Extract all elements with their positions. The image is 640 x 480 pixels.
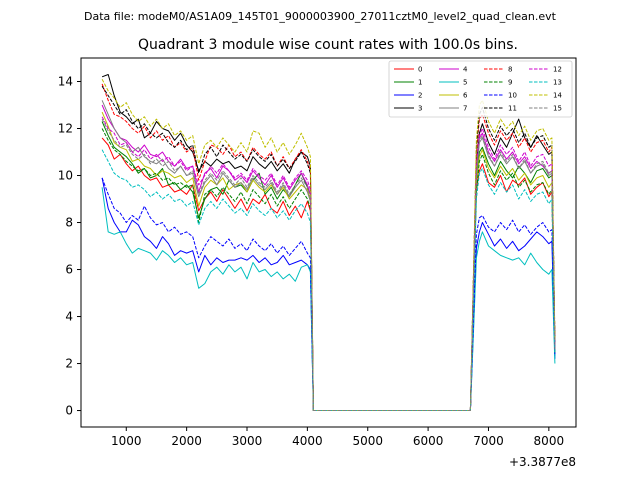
y-tick-label: 14 — [58, 75, 73, 89]
legend-label-9: 9 — [508, 79, 512, 87]
plot-frame — [80, 57, 577, 428]
legend-label-2: 2 — [418, 92, 422, 100]
x-tick-label: 8000 — [534, 434, 565, 448]
chart-title: Quadrant 3 module wise count rates with … — [138, 37, 518, 53]
series-line-0 — [101, 137, 556, 411]
legend-label-7: 7 — [463, 105, 467, 113]
legend-label-10: 10 — [508, 92, 517, 100]
legend-label-14: 14 — [553, 92, 562, 100]
y-tick-label: 10 — [58, 169, 73, 183]
x-tick-label: 3000 — [232, 434, 263, 448]
series-line-5 — [101, 187, 556, 411]
series-line-13 — [101, 149, 556, 411]
x-tick-label: 1000 — [111, 434, 142, 448]
series-line-10 — [101, 177, 556, 411]
x-offset-label: +3.3877e8 — [509, 455, 576, 469]
series-line-15 — [101, 118, 556, 411]
legend-label-15: 15 — [553, 105, 562, 113]
y-tick-label: 4 — [65, 310, 73, 324]
y-tick-label: 2 — [65, 357, 73, 371]
legend-box — [388, 60, 573, 118]
legend-label-6: 6 — [463, 92, 468, 100]
legend-label-11: 11 — [508, 105, 517, 113]
x-tick-label: 5000 — [352, 434, 383, 448]
y-tick-label: 6 — [65, 263, 73, 277]
legend-label-8: 8 — [508, 66, 512, 74]
x-tick-label: 7000 — [473, 434, 504, 448]
y-tick-label: 0 — [65, 404, 73, 418]
legend-label-5: 5 — [463, 79, 467, 87]
y-tick-label: 8 — [65, 216, 73, 230]
x-tick-label: 4000 — [292, 434, 323, 448]
legend-label-3: 3 — [418, 105, 422, 113]
y-tick-label: 12 — [58, 122, 73, 136]
series-layer — [101, 74, 556, 411]
x-tick-label: 6000 — [413, 434, 444, 448]
series-line-9 — [101, 128, 556, 411]
series-line-2 — [101, 177, 556, 411]
legend-label-12: 12 — [553, 66, 562, 74]
legend-label-1: 1 — [418, 79, 422, 87]
legend-label-4: 4 — [463, 66, 468, 74]
series-line-6 — [101, 111, 556, 411]
series-line-14 — [101, 78, 556, 411]
series-line-11 — [101, 85, 556, 411]
chart-subtitle: Data file: modeM0/AS1A09_145T01_90000039… — [84, 10, 557, 23]
axis-layer: 1000 2000 3000 4000 5000 6000 7000 8000 0 2 4 6 8 10 1… — [58, 75, 564, 448]
legend-label-0: 0 — [418, 66, 422, 74]
x-tick-label: 2000 — [171, 434, 202, 448]
legend-label-13: 13 — [553, 79, 562, 87]
